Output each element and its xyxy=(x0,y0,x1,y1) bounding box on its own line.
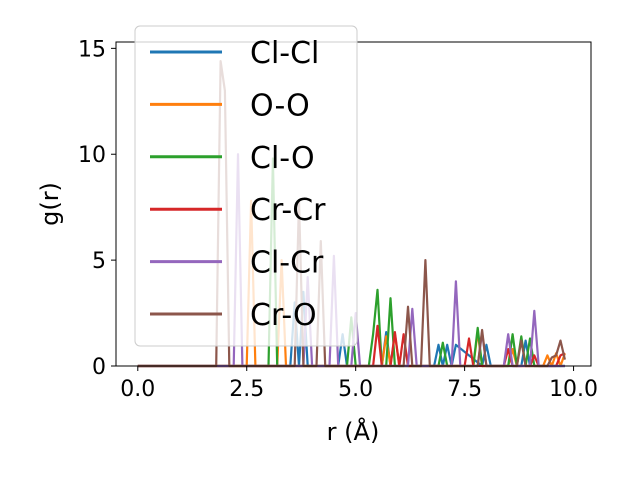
legend-label-cr-o: Cr-O xyxy=(250,298,317,333)
y-tick-label: 5 xyxy=(92,249,106,274)
x-tick-label: 10.0 xyxy=(549,377,598,402)
y-axis-ticks: 0 5 10 15 xyxy=(78,37,116,380)
x-tick-label: 2.5 xyxy=(229,377,264,402)
legend-frame xyxy=(134,25,358,347)
y-tick-label: 10 xyxy=(78,143,106,168)
x-axis-label: r (Å) xyxy=(327,417,380,446)
legend-label-cr-cr: Cr-Cr xyxy=(250,193,326,228)
legend-label-cl-o: Cl-O xyxy=(250,141,315,176)
x-tick-label: 5.0 xyxy=(338,377,373,402)
x-axis-ticks: 0.0 2.5 5.0 7.5 10.0 xyxy=(120,366,598,402)
legend-label-o-o: O-O xyxy=(250,88,310,123)
legend-label-cl-cl: Cl-Cl xyxy=(250,36,319,71)
y-tick-label: 0 xyxy=(92,355,106,380)
x-tick-label: 7.5 xyxy=(447,377,482,402)
x-tick-label: 0.0 xyxy=(120,377,155,402)
y-tick-label: 15 xyxy=(78,37,106,62)
legend-label-cl-cr: Cl-Cr xyxy=(250,246,324,281)
legend: Cl-Cl O-O Cl-O Cr-Cr Cl-Cr Cr-O xyxy=(134,25,358,347)
y-axis-label: g(r) xyxy=(36,182,64,226)
